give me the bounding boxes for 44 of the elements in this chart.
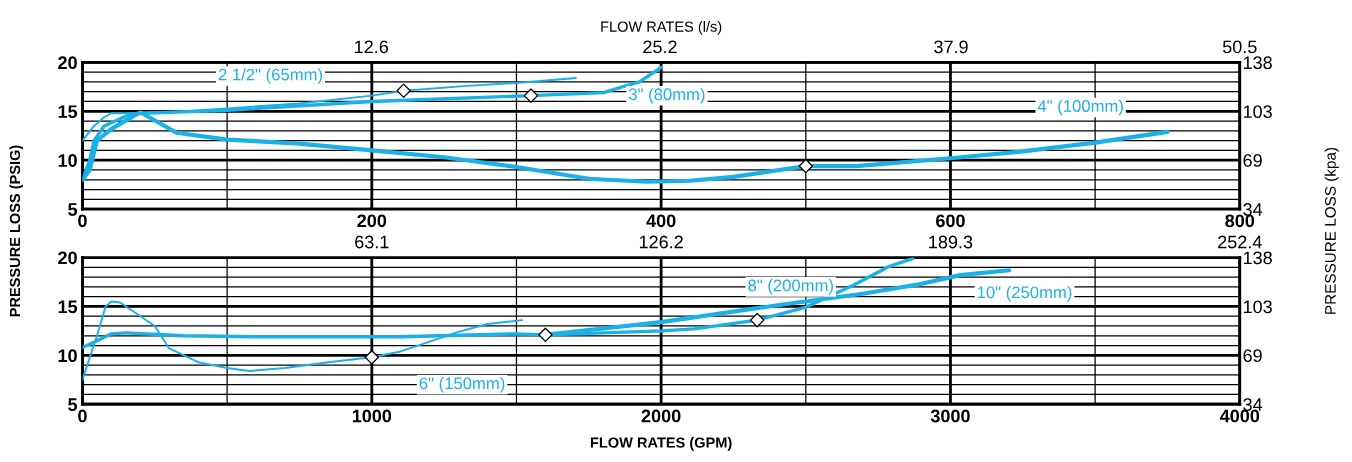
y2-axis-title: PRESSURE LOSS (kpa) [1324,147,1339,314]
x-tick-label: 0 [78,214,87,228]
y-tick-label: 15 [58,105,78,118]
y2-tick-label: 138 [1243,251,1272,265]
x2-tick-label: 126.2 [639,235,683,249]
y-tick-label: 20 [58,251,77,265]
y-axis-title: PRESSURE LOSS (PSIG) [9,145,24,317]
y-tick-label: 15 [58,300,78,314]
series-label: 2 1/2" (65mm) [218,68,323,84]
series-label: 4" (100mm) [1037,99,1123,116]
y2-tick-label: 34 [1243,398,1263,411]
y2-tick-label: 34 [1243,203,1263,216]
y-tick-label: 5 [68,203,78,216]
x-tick-label: 2000 [641,409,681,423]
x2-tick-label: 63.1 [355,235,389,249]
x2-axis-title: FLOW RATES (l/s) [601,21,722,35]
series-label: 10" (250mm) [977,285,1072,302]
y-tick-label: 5 [68,398,78,411]
x2-tick-label: 37.9 [934,40,968,54]
y2-tick-label: 138 [1243,56,1272,70]
y-tick-label: 10 [58,349,77,363]
x-tick-label: 1000 [352,409,392,423]
series-label: 8" (200mm) [748,279,833,295]
y-tick-label: 10 [58,154,77,167]
y2-tick-label: 103 [1243,105,1272,119]
x2-tick-label: 12.6 [355,40,389,54]
y-tick-label: 20 [58,56,77,70]
x2-tick-label: 252.4 [1218,235,1262,249]
x-tick-label: 400 [646,214,676,228]
y2-tick-label: 103 [1243,300,1272,314]
series-label: 3" (80mm) [628,87,705,104]
y2-tick-label: 69 [1243,349,1262,363]
x2-tick-label: 50.5 [1222,40,1257,54]
x-tick-label: 4000 [1219,409,1260,423]
x2-tick-label: 25.2 [643,40,677,54]
series-label: 6" (150mm) [419,376,505,393]
x-tick-label: 200 [357,214,387,228]
x-tick-label: 600 [936,214,965,228]
x-tick-label: 3000 [930,409,970,423]
y2-tick-label: 69 [1243,154,1262,167]
x-tick-label: 800 [1225,214,1255,228]
x-tick-label: 0 [78,409,87,423]
x2-tick-label: 189.3 [929,235,973,249]
x-axis-title: FLOW RATES (GPM) [590,437,732,451]
